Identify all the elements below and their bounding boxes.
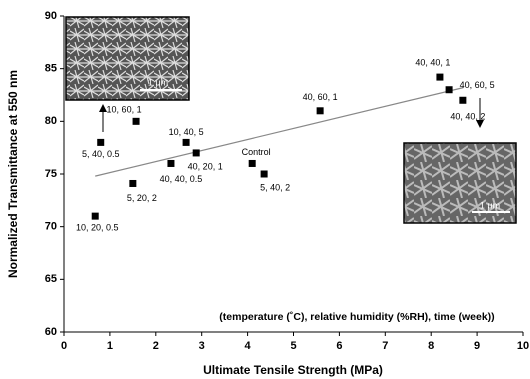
point [193,149,200,156]
x-tick-label: 4 [245,340,252,352]
point [133,118,140,125]
point-label: 40, 60, 1 [303,92,338,102]
point-label: 40, 40, 2 [450,112,485,122]
annotation: (temperature (˚C), relative humidity (%R… [219,311,494,323]
point-label: 10, 40, 5 [169,127,204,137]
point [436,74,443,81]
y-tick-label: 85 [45,63,57,75]
point-label: 10, 20, 0.5 [76,223,119,233]
chart: 1 μm 1 μm (temperature (˚C), relative hu… [0,0,530,379]
point-label: 5, 40, 0.5 [82,149,120,159]
y-tick-label: 65 [45,273,57,285]
point [97,139,104,146]
point-label: 40, 40, 0.5 [160,174,203,184]
y-tick-label: 75 [45,168,57,180]
y-axis-title: Normalized Transmittance at 550 nm [6,70,20,278]
y-tick-label: 70 [45,221,57,233]
x-tick-label: 3 [199,340,205,352]
y-tick-label: 60 [45,326,57,338]
point-label: 40, 60, 5 [460,80,495,90]
point-label: 5, 20, 2 [127,193,157,203]
x-tick-label: 0 [61,340,67,352]
y-tick-label: 90 [45,10,57,22]
scale-bar-label: 1 μm [148,77,168,87]
point-label: Control [242,147,271,157]
x-axis-title: Ultimate Tensile Strength (MPa) [203,363,383,377]
x-tick-label: 9 [474,340,480,352]
point [446,86,453,93]
x-tick-label: 5 [290,340,296,352]
point [317,107,324,114]
point-label: 40, 40, 1 [415,57,450,67]
x-tick-label: 6 [336,340,342,352]
point [459,97,466,104]
y-tick-label: 80 [45,115,57,127]
scale-bar-label: 1 μm [480,200,500,210]
point [92,213,99,220]
point [261,171,268,178]
point-label: 5, 40, 2 [260,182,290,192]
point-label: 10, 60, 1 [107,105,142,115]
x-tick-label: 8 [428,340,434,352]
point [129,180,136,187]
x-tick-label: 10 [517,340,529,352]
point-label: 40, 20, 1 [188,161,223,171]
point [167,160,174,167]
x-tick-label: 1 [107,340,113,352]
x-tick-label: 2 [153,340,159,352]
point [183,139,190,146]
inset-image [66,17,189,100]
x-tick-label: 7 [382,340,388,352]
point [249,160,256,167]
